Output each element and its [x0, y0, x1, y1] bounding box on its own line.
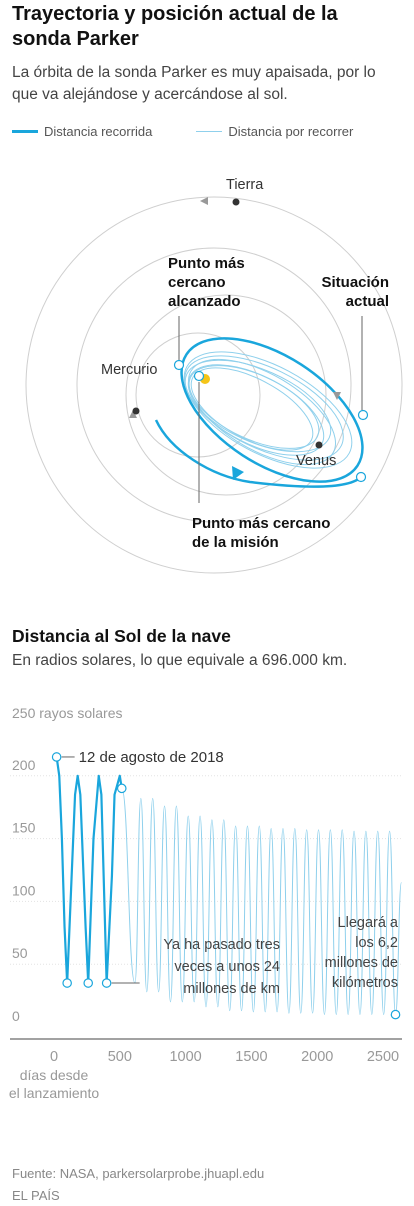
remaining-orbits [183, 351, 353, 469]
closest-reached-label-1: Punto más [168, 255, 245, 272]
page-title: Trayectoria y posición actual de la sond… [12, 3, 338, 50]
traveled-outer-arc [154, 419, 363, 488]
perihelion-marker-3 [101, 978, 112, 988]
launch-annotation: 12 de agosto de 2018 [79, 749, 224, 766]
future-annotation-2: millones de [325, 955, 398, 971]
venus-orbit [125, 294, 327, 496]
legend: Distancia recorrida Distancia por recorr… [12, 124, 353, 139]
perihelion-marker-2 [83, 978, 94, 988]
x-tick-label-0: 0 [50, 1049, 58, 1065]
venus-label: Venus [296, 453, 336, 469]
direction-arrow [232, 466, 244, 480]
y-top-label: 250 rayos solares [12, 705, 123, 721]
current-position-marker [357, 409, 369, 421]
page-subtitle: La órbita de la sonda Parker es muy apai… [12, 64, 376, 103]
remaining-end-marker [355, 471, 367, 483]
traveled-distance-line [54, 755, 123, 985]
x-tick-label-2500: 2500 [367, 1049, 399, 1065]
passes-annotation-2: millones de km [183, 981, 280, 997]
y-tick-label-100: 100 [12, 882, 36, 898]
mercury-orbit [135, 332, 261, 458]
outer-ring [25, 196, 403, 574]
traveled-orbits [154, 337, 364, 488]
current-position-label-1: Situación [321, 274, 389, 291]
x-tick-label-1000: 1000 [169, 1049, 201, 1065]
x-tick-label-1500: 1500 [235, 1049, 267, 1065]
closest-reached-label-2: cercano [168, 274, 226, 291]
legend-traveled-swatch [12, 130, 38, 133]
y-tick-label-50: 50 [12, 945, 28, 961]
closest-reached-marker [173, 359, 185, 371]
remaining-orbit-1 [183, 351, 353, 469]
traveled-orbit-1 [180, 337, 364, 483]
x-tick-label-2000: 2000 [301, 1049, 333, 1065]
earth-direction-arrow [200, 197, 208, 205]
passes-annotation-0: Ya ha pasado tres [163, 937, 280, 953]
remaining-orbit-7 [190, 367, 314, 451]
legend-traveled-label: Distancia recorrida [44, 124, 153, 139]
venus-planet [315, 441, 323, 449]
remaining-orbit-4 [184, 359, 332, 453]
remaining-orbit-2 [184, 355, 344, 461]
mercury-label: Mercurio [101, 362, 157, 378]
distance-chart: 12 de agosto de 2018 Ya ha pasado tres vec… [9, 705, 402, 1101]
legend-remaining-swatch [196, 131, 223, 132]
closest-reached-label-3: alcanzado [168, 293, 241, 310]
passes-annotation-1: veces a unos 24 [174, 959, 280, 975]
current-position-label-2: actual [346, 293, 389, 310]
mercury-direction-arrow [129, 410, 137, 418]
mission-closest-marker [193, 370, 205, 382]
distance-chart-title: Distancia al Sol de la nave [12, 626, 231, 646]
y-tick-label-150: 150 [12, 820, 36, 836]
launch-marker [51, 752, 62, 762]
mission-closest-label-1: Punto más cercano [192, 515, 330, 532]
remaining-orbit-3 [187, 358, 337, 466]
venus-direction-arrow [333, 392, 341, 400]
earth-orbit [76, 247, 352, 523]
final-perihelion-marker [390, 1009, 401, 1020]
current-marker [116, 783, 127, 794]
publisher-credit: EL PAÍS [12, 1188, 60, 1203]
future-annotation-1: los 6,2 [355, 935, 398, 951]
distance-chart-subtitle: En radios solares, lo que equivale a 696… [12, 652, 348, 669]
remaining-distance-line [121, 787, 402, 1016]
x-tick-label-500: 500 [108, 1049, 132, 1065]
mission-closest-label-2: de la misión [192, 534, 279, 551]
legend-remaining-label: Distancia por recorrer [228, 124, 354, 139]
y-tick-label-0: 0 [12, 1008, 20, 1024]
perihelion-marker-1 [62, 978, 72, 988]
earth-label: Tierra [226, 177, 264, 193]
remaining-orbit-6 [188, 365, 320, 449]
x-axis-caption-0: días desde [20, 1067, 89, 1083]
x-axis-caption-1: el lanzamiento [9, 1085, 99, 1101]
future-annotation-3: kilómetros [332, 975, 398, 991]
source-note: Fuente: NASA, parkersolarprobe.jhuapl.ed… [12, 1166, 265, 1181]
future-annotation-0: Llegará a [338, 915, 399, 931]
y-tick-label-200: 200 [12, 757, 36, 773]
mercury-planet [132, 407, 140, 415]
orbit-diagram: Tierra Mercurio Venus Punto más cercano … [25, 177, 403, 574]
earth-planet [232, 198, 240, 206]
